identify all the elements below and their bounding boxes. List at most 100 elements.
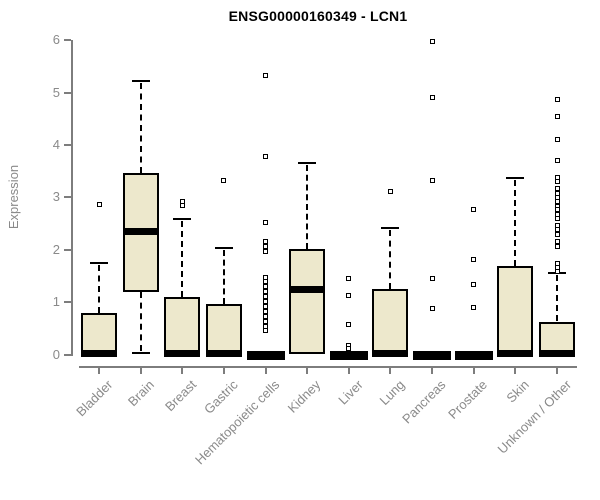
x-category-label: Breast [161,377,199,415]
outlier-point [263,274,269,280]
y-tick [64,196,71,199]
x-tick [514,368,517,374]
y-tick-label: 4 [52,137,60,153]
outlier-point [96,201,102,207]
x-category-label: Bladder [73,377,116,420]
outlier-point [346,345,352,351]
outlier-point [429,275,435,281]
collapsed-box [246,350,285,360]
box [539,321,576,355]
whisker-cap-lower [131,352,150,355]
x-tick [472,368,475,374]
x-category-label: Liver [334,377,366,408]
outlier-point [429,94,435,100]
x-tick [222,368,225,374]
median-line [81,349,117,357]
outlier-point [263,239,269,245]
outlier-point [471,282,477,288]
median-line [205,349,242,357]
outlier-point [429,39,435,45]
outlier-point [429,177,435,183]
y-tick-label: 5 [52,84,60,100]
outlier-point [263,328,269,334]
outlier-point [554,199,560,205]
outlier-point [554,269,560,275]
outlier-point [471,305,477,311]
outlier-point [221,177,227,183]
chart-title: ENSG00000160349 - LCN1 [228,8,408,24]
y-tick-label: 3 [52,189,60,205]
x-tick [264,368,267,374]
x-axis-line [79,366,577,368]
outlier-point [346,293,352,299]
x-tick [431,368,434,374]
median-line [122,228,159,236]
whisker-upper [514,180,517,266]
outlier-point [263,299,269,305]
x-tick [306,368,309,374]
outlier-point [554,97,560,102]
y-axis-label: Expression [6,164,21,230]
x-category-label: Kidney [285,377,324,416]
outlier-point [263,284,269,290]
whisker-upper [139,83,142,174]
outlier-point [429,306,435,312]
x-tick [347,368,350,374]
y-axis-line [71,40,73,357]
whisker-cap-upper [381,226,400,229]
outlier-point [346,275,352,281]
y-tick [64,39,71,42]
y-tick [64,248,71,251]
median-line [289,286,326,294]
collapsed-box [454,350,493,360]
whisker-cap-upper [214,247,233,250]
whisker-cap-upper [131,80,150,83]
x-category-label: Unknown / Other [494,377,574,457]
box [289,249,326,355]
outlier-point [263,220,269,226]
whisker-upper [556,275,559,322]
box [164,296,201,355]
outlier-point [554,179,560,185]
outlier-point [554,243,560,249]
whisker-cap-upper [298,162,317,165]
y-tick [64,301,71,304]
outlier-point [554,114,560,120]
median-line [539,349,576,357]
outlier-point [387,188,393,194]
outlier-point [179,202,185,208]
x-tick [139,368,142,374]
outlier-point [554,231,560,237]
y-tick-label: 6 [52,32,60,48]
whisker-upper [98,264,100,314]
outlier-point [263,244,269,250]
whisker-cap-upper [506,177,525,180]
outlier-point [471,207,477,213]
collapsed-box [413,350,452,360]
whisker-lower [139,292,142,352]
whisker-upper [306,165,309,250]
outlier-point [263,72,269,78]
outlier-point [263,294,269,300]
median-line [164,349,201,357]
y-tick-label: 1 [52,294,60,310]
box [497,266,534,355]
box [205,304,242,355]
y-tick [64,91,71,94]
box [372,289,409,355]
outlier-point [263,153,269,159]
x-tick [181,368,184,374]
x-tick [98,368,100,374]
y-tick [64,353,71,356]
outlier-point [554,157,560,163]
whisker-upper [181,221,184,297]
outlier-point [263,314,269,320]
x-category-label: Prostate [445,377,491,422]
outlier-point [554,186,560,192]
x-category-label: Brain [125,377,158,410]
whisker-cap-upper [90,261,108,264]
y-tick-label: 0 [52,346,60,362]
outlier-point [263,279,269,285]
outlier-point [263,249,269,255]
outlier-point [263,309,269,315]
